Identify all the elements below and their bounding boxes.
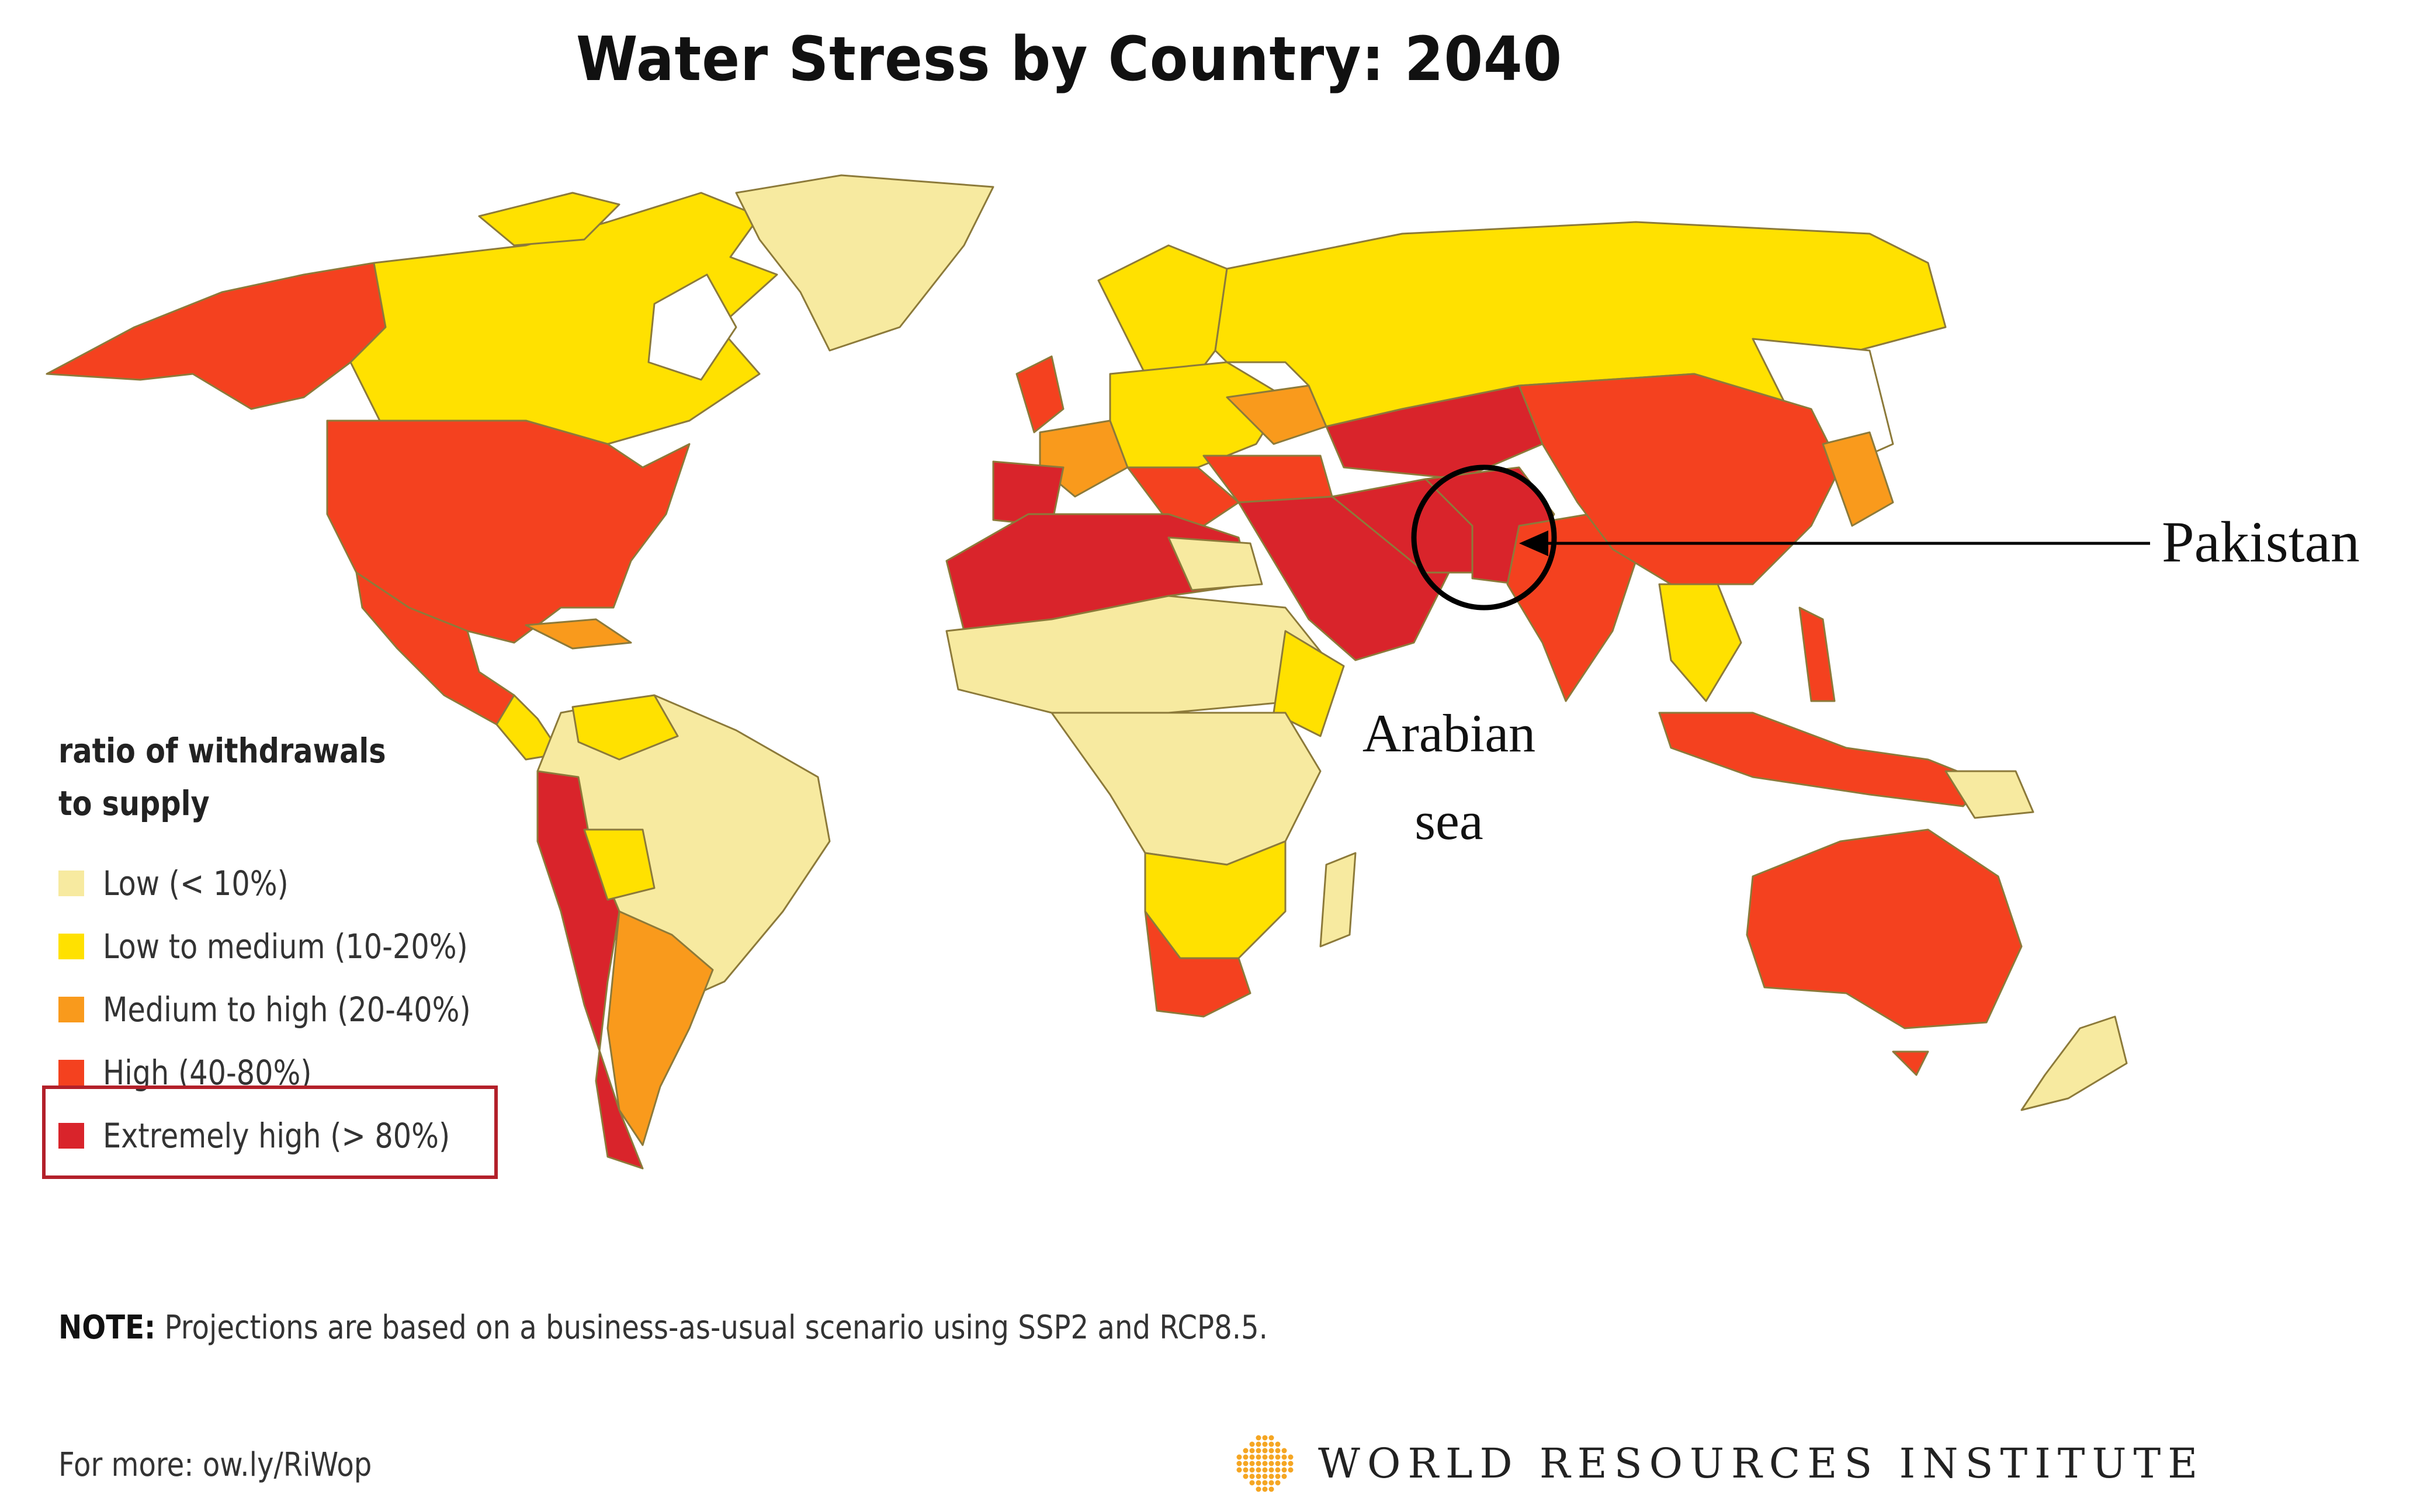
region-south-africa (1144, 910, 1251, 1018)
legend-label: Medium to high (20-40%) (103, 990, 471, 1029)
legend-label: Low (< 10%) (103, 863, 289, 903)
pakistan-arrowhead (1519, 530, 1548, 556)
region-papua (1944, 770, 2034, 819)
map-legend: ratio of withdrawals to supply Low (< 10… (58, 724, 502, 1167)
legend-label: Extremely high (> 80%) (103, 1116, 450, 1156)
region-greenland (735, 174, 994, 352)
legend-swatch (58, 1123, 84, 1149)
region-italy-balkans (1126, 466, 1240, 527)
legend-item: Low (< 10%) (58, 852, 502, 915)
region-bolivia (583, 828, 656, 901)
legend-swatch (58, 1060, 84, 1086)
footnote-text: Projections are based on a business-as-u… (164, 1309, 1268, 1347)
footnote: NOTE: Projections are based on a busines… (58, 1309, 1268, 1347)
arabian-sea-line1: Arabian (1362, 703, 1536, 763)
region-madagascar (1319, 852, 1357, 948)
region-canada (349, 192, 778, 445)
region-egypt (1167, 536, 1263, 591)
region-canada-islands (478, 192, 620, 247)
wri-logo-icon (1236, 1435, 1294, 1492)
page-title: Water Stress by Country: 2040 (576, 23, 1562, 95)
region-argentina (606, 910, 714, 1146)
legend-swatch (58, 934, 84, 959)
region-central-america (495, 694, 562, 761)
region-indonesia (1658, 712, 1988, 807)
region-canada-east (647, 273, 737, 381)
legend-swatch (58, 871, 84, 896)
legend-heading-line1: ratio of withdrawals (58, 731, 386, 771)
legend-highlight-box (42, 1086, 498, 1179)
region-central-africa (1050, 712, 1322, 866)
legend-heading-line2: to supply (58, 783, 210, 823)
pakistan-circle (1411, 464, 1557, 611)
source-name: WORLD RESOURCES INSTITUTE (1318, 1440, 2205, 1487)
region-new-zealand (2020, 1015, 2128, 1111)
region-china (1518, 373, 1842, 585)
region-se-asia (1658, 583, 1742, 702)
region-horn (1273, 630, 1345, 737)
source-logo: WORLD RESOURCES INSTITUTE (1233, 1431, 2204, 1496)
legend-item: Medium to high (20-40%) (58, 978, 502, 1041)
legend-item: Low to medium (10-20%) (58, 915, 502, 978)
region-australia (1746, 828, 2023, 1029)
arabian-sea-label: Arabian sea (1350, 689, 1548, 865)
region-tasmania (1892, 1050, 1929, 1076)
region-alaska (46, 262, 387, 410)
legend-item: Extremely high (> 80%) (58, 1104, 502, 1167)
arabian-sea-line2: sea (1414, 791, 1483, 851)
legend-swatch (58, 997, 84, 1022)
region-caribbean (525, 618, 632, 650)
legend-label: Low to medium (10-20%) (103, 927, 468, 966)
region-venezuela (571, 694, 679, 761)
region-philippines (1798, 606, 1836, 702)
more-info-link: For more: ow.ly/RiWop (58, 1446, 372, 1484)
pakistan-label: Pakistan (2162, 509, 2360, 574)
region-korea-japan (1822, 431, 1894, 527)
region-uk (1015, 355, 1065, 434)
footnote-prefix: NOTE: (58, 1309, 156, 1347)
